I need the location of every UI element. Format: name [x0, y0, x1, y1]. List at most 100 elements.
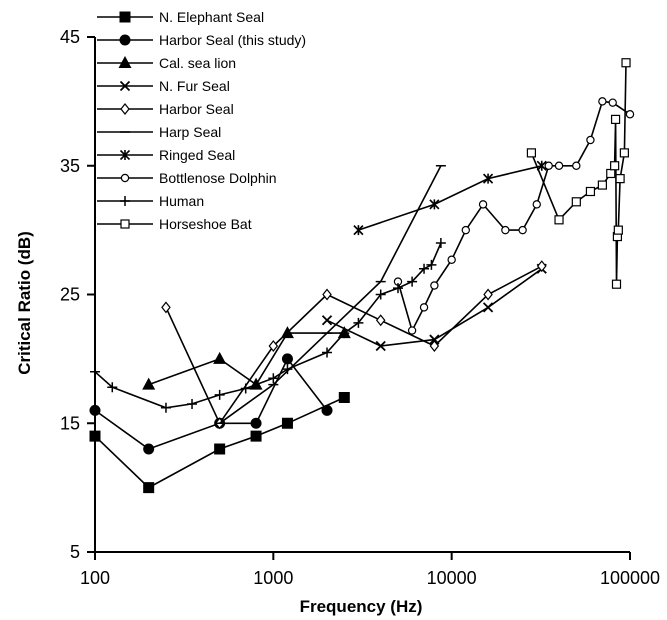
legend-label: Cal. sea lion — [159, 55, 236, 71]
plot-area — [89, 58, 635, 494]
y-tick-label: 35 — [60, 156, 80, 176]
series-harbor-seal-this-study — [89, 353, 333, 455]
legend-item-harbor-seal: Harbor Seal — [97, 101, 234, 117]
data-point — [107, 382, 118, 393]
data-point — [429, 199, 440, 210]
data-point — [625, 110, 635, 119]
data-point — [586, 135, 595, 145]
data-point — [392, 283, 403, 294]
axes: 5 15 25 35 45 100 1000 10000 100000 — [60, 27, 660, 588]
data-point — [375, 340, 386, 352]
data-point — [615, 174, 625, 184]
data-point — [268, 340, 279, 352]
data-point — [375, 289, 386, 300]
data-point — [375, 314, 386, 327]
data-point — [429, 340, 440, 352]
data-point — [214, 389, 225, 400]
data-point — [143, 482, 155, 494]
series-line — [397, 100, 631, 333]
series-bottlenose-dolphin — [393, 97, 635, 335]
x-tick-label: 10000 — [427, 568, 477, 588]
data-point — [407, 276, 418, 287]
data-point — [419, 303, 429, 312]
data-point — [430, 281, 439, 290]
data-point — [338, 392, 350, 403]
y-tick-label: 15 — [60, 413, 80, 433]
y-tick-label: 5 — [70, 542, 80, 562]
data-point — [536, 260, 547, 273]
legend-label: N. Fur Seal — [159, 78, 230, 94]
data-point — [89, 404, 101, 416]
legend-item-bottlenose-dolphin: Bottlenose Dolphin — [97, 170, 277, 186]
legend-marker — [119, 80, 131, 92]
data-point — [478, 200, 488, 209]
legend-item-harp-seal: Harp Seal — [97, 124, 221, 140]
data-point — [544, 161, 553, 170]
data-point — [461, 225, 470, 235]
data-point — [281, 353, 293, 365]
legend-label: Horseshoe Bat — [159, 216, 252, 232]
data-point — [572, 161, 581, 170]
data-point — [585, 186, 596, 197]
data-point — [613, 225, 623, 235]
data-point — [501, 225, 510, 235]
series-harbor-seal — [161, 260, 547, 430]
data-point — [250, 430, 262, 442]
data-point — [435, 238, 446, 248]
data-point — [160, 402, 171, 413]
legend-marker — [120, 173, 130, 183]
legend: N. Elephant Seal Harbor Seal (this study)… — [97, 9, 306, 232]
data-point — [611, 279, 622, 289]
data-point — [482, 302, 494, 313]
legend-label: N. Elephant Seal — [159, 9, 264, 25]
data-point — [281, 417, 293, 429]
data-point — [321, 404, 333, 416]
data-point — [321, 315, 333, 326]
series-line — [94, 396, 345, 489]
legend-item-harbor-seal-this-study: Harbor Seal (this study) — [97, 32, 306, 48]
legend-label: Harp Seal — [159, 124, 221, 140]
legend-item-n-fur-seal: N. Fur Seal — [97, 78, 230, 94]
y-axis-title: Critical Ratio (dB) — [15, 231, 34, 375]
data-point — [268, 373, 279, 384]
series-line — [326, 268, 543, 347]
legend-marker — [120, 196, 130, 206]
data-point — [571, 197, 581, 207]
data-point — [339, 328, 350, 339]
data-point — [554, 161, 564, 170]
data-point — [532, 200, 541, 209]
data-point — [407, 326, 417, 335]
data-point — [213, 351, 227, 364]
legend-marker — [119, 149, 131, 161]
data-point — [142, 377, 156, 390]
data-point — [621, 58, 631, 68]
legend-item-n-elephant-seal: N. Elephant Seal — [97, 9, 264, 25]
series-harp-seal — [214, 165, 446, 424]
data-point — [597, 180, 607, 190]
series-n-elephant-seal — [89, 392, 350, 494]
data-point — [353, 317, 364, 328]
legend-marker — [119, 34, 131, 46]
data-point — [426, 259, 437, 270]
data-point — [483, 173, 494, 184]
y-tick-label: 45 — [60, 27, 80, 47]
series-cal-sea-lion — [142, 326, 351, 390]
data-point — [419, 263, 430, 274]
legend-label: Human — [159, 193, 204, 209]
legend-item-horseshoe-bat: Horseshoe Bat — [97, 216, 252, 232]
data-point — [240, 383, 251, 394]
data-point — [322, 288, 332, 301]
legend-label: Ringed Seal — [159, 147, 235, 163]
data-point — [554, 215, 564, 225]
series-horseshoe-bat — [526, 58, 631, 289]
legend-marker — [118, 56, 132, 68]
legend-marker — [119, 11, 131, 23]
legend-label: Bottlenose Dolphin — [159, 170, 277, 186]
legend-item-ringed-seal: Ringed Seal — [97, 147, 235, 163]
data-point — [610, 161, 620, 171]
legend-label: Harbor Seal (this study) — [159, 32, 306, 48]
data-point — [161, 301, 171, 314]
data-point — [214, 443, 226, 455]
series-line — [94, 357, 328, 450]
